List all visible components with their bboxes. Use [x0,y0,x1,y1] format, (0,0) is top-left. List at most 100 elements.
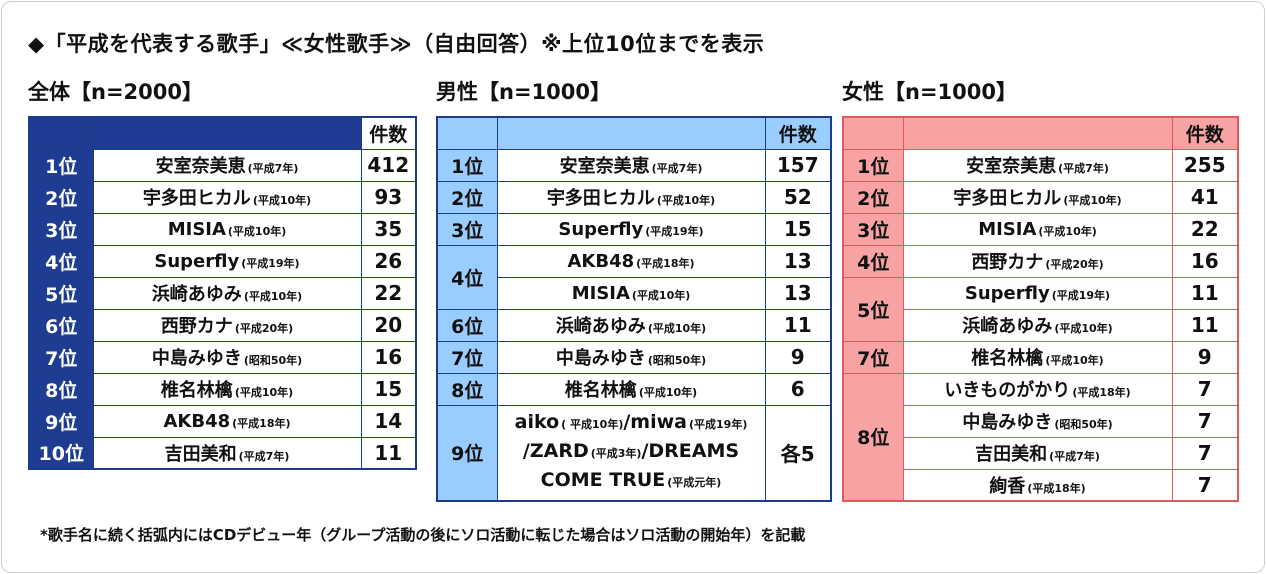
singer-cell: 安室奈美恵 (平成7年) [92,148,362,182]
singer-name: 宇多田ヒカル [546,188,655,209]
count-cell: 15 [360,372,417,406]
singer-cell: 中島みゆき (昭和50年) [496,340,766,374]
singer-name: 椎名林檎 [160,380,233,401]
debut-year: (平成3年) [590,447,642,461]
page-title: ◆「平成を代表する歌手」≪女性歌手≫（自由回答）※上位10位までを表示 [28,32,765,56]
count-cell: 14 [360,404,417,438]
rank-cell: 7位 [28,340,94,374]
table-row: 吉田美和 (平成7年) 7 [843,436,1239,470]
singer-name: 安室奈美恵 [559,156,650,177]
singer-name: Superfly [154,251,240,272]
table-row: 5位 Superfly (平成19年) 11 [842,276,1239,342]
rank-cell: 9位 [436,404,498,502]
count-cell: 35 [360,212,417,246]
count-cell: 9 [764,340,832,374]
rank-cell: 4位 [28,244,94,278]
singer-name: Superfly [558,219,644,240]
debut-year: (平成19年) [1051,289,1111,302]
debut-year: (平成10年) [243,290,303,303]
count-cell: 15 [764,212,832,246]
debut-year: (昭和50年) [647,354,707,367]
count-cell: 22 [360,276,417,310]
rank-cell: 4位 [436,244,498,310]
debut-year: (平成19年) [241,257,300,270]
table-row: 7位 中島みゆき (昭和50年) 9 [436,340,832,374]
table-row: 中島みゆき (昭和50年) 7 [843,404,1239,438]
table-row: 8位 椎名林檎 (平成10年) 15 [28,372,417,406]
singer-cell: 安室奈美恵 (平成7年) [496,148,766,182]
table-row: 9位 aiko( 平成10年)/miwa (平成19年) /ZARD (平成3年)/… [436,404,832,502]
table-row: 8位 いきものがかり (平成18年) 7 [842,372,1239,502]
singer-name: 浜崎あゆみ [151,284,242,305]
rank-cell: 8位 [28,372,94,406]
table-row: 2位 宇多田ヒカル (平成10年) 52 [436,180,832,214]
singer-name: 宇多田ヒカル [953,188,1062,209]
debut-year: (平成20年) [234,322,294,335]
singer-cell: 中島みゆき (昭和50年) [92,340,362,374]
debut-year: (平成7年) [247,162,299,175]
debut-year: (平成10年) [1038,225,1097,238]
table-row: 9位 AKB48 (平成18年) 14 [28,404,417,438]
count-cell: 6 [764,372,832,406]
table-row: 浜崎あゆみ (平成10年) 11 [843,308,1239,342]
singer-name: MISIA [167,219,226,240]
table-row: 4位 AKB48 (平成18年) 13 [436,244,832,310]
rank-cell: 2位 [842,180,904,214]
singer-name: 中島みゆき [151,348,242,369]
count-cell: 52 [764,180,832,214]
count-cell: 7 [1171,436,1239,470]
debut-year: (平成元年) [667,476,722,490]
count-cell: 13 [764,276,832,310]
table-row: 8位 椎名林檎 (平成10年) 6 [436,372,832,406]
singer-name: /miwa [623,411,687,434]
name-header-cell [92,116,362,150]
singer-name: 吉田美和 [975,444,1048,465]
count-header: 件数 [1171,116,1239,150]
female-heading: 女性【n=1000】 [842,80,1017,104]
count-cell: 255 [1171,148,1239,182]
debut-year: (平成7年) [1049,450,1100,463]
singer-cell: 椎名林檎 (平成10年) [92,372,362,406]
singer-name: 絢香 [989,475,1026,497]
table-row: 3位 Superfly (平成19年) 15 [436,212,832,246]
count-cell: 41 [1171,180,1239,214]
singer-name: 吉田美和 [164,443,237,465]
multi-line-2: /ZARD (平成3年)/DREAMS [500,438,763,467]
count-header: 件数 [764,116,832,150]
table-row: 6位 西野カナ (平成20年) 20 [28,308,417,342]
singer-cell: 椎名林檎 (平成10年) [902,340,1173,374]
table-row: 4位 Superfly (平成19年) 26 [28,244,417,278]
female-ranking-table: 件数 1位 安室奈美恵 (平成7年) 255 2位 宇多田ヒカル (平成10年) 41 3位… [842,116,1239,502]
debut-year: (平成10年) [647,322,707,335]
singer-cell: 西野カナ (平成20年) [92,308,362,342]
singer-name: 椎名林檎 [564,380,637,401]
debut-year: (平成10年) [1045,354,1104,367]
singer-name: Superfly [964,283,1050,304]
name-header-cell [496,116,766,150]
rank-cell: 3位 [436,212,498,246]
table-row: 1位 安室奈美恵 (平成7年) 255 [842,148,1239,182]
debut-year: (平成18年) [1027,481,1086,495]
singer-cell: 西野カナ (平成20年) [902,244,1173,278]
singer-cell: 吉田美和 (平成7年) [92,436,362,470]
table-row: 1位 安室奈美恵 (平成7年) 157 [436,148,832,182]
table-header-row: 件数 [436,116,832,150]
singer-cell: 椎名林檎 (平成10年) [496,372,766,406]
count-cell: 11 [360,436,417,470]
table-row: 4位 西野カナ (平成20年) 16 [842,244,1239,278]
count-cell: 7 [1171,468,1239,502]
count-cell: 16 [1171,244,1239,278]
count-cell: 26 [360,244,417,278]
rank-cell: 8位 [436,372,498,406]
singer-cell: AKB48 (平成18年) [496,244,766,278]
rank-cell: 7位 [436,340,498,374]
count-cell: 11 [1171,308,1239,342]
debut-year: (昭和50年) [1054,418,1113,431]
debut-year: (平成19年) [688,418,748,432]
singer-cell: 宇多田ヒカル (平成10年) [496,180,766,214]
table-row: 2位 宇多田ヒカル (平成10年) 93 [28,180,417,214]
rank-cell: 3位 [28,212,94,246]
table-row: 絢香 (平成18年) 7 [843,468,1239,502]
count-cell: 20 [360,308,417,342]
table-header-row: 件数 [842,116,1239,150]
